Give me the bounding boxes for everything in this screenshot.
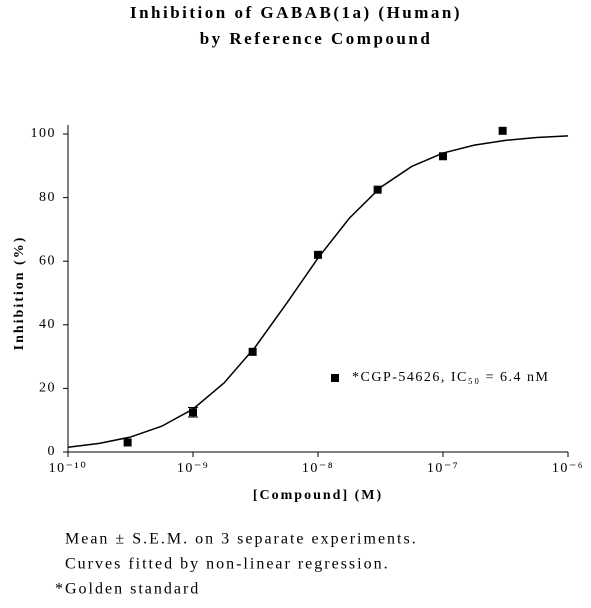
point bbox=[373, 185, 382, 194]
footnote: Mean ± S.E.M. on 3 separate experiments. bbox=[65, 531, 418, 548]
point bbox=[498, 126, 507, 135]
x-axis-title: [Compound] (M) bbox=[253, 488, 383, 503]
point bbox=[248, 347, 257, 356]
x-tick-label: 10⁻¹⁰ bbox=[49, 461, 88, 476]
y-tick-label: 60 bbox=[39, 253, 56, 268]
x-tick-label: 10⁻⁷ bbox=[427, 461, 459, 476]
fit-curve bbox=[67, 135, 569, 448]
y-tick-label: 20 bbox=[39, 381, 56, 396]
x-tick-label: 10⁻⁶ bbox=[552, 461, 584, 476]
point bbox=[439, 152, 447, 161]
y-tick-label: 40 bbox=[39, 317, 56, 332]
y-tick-label: 0 bbox=[48, 444, 57, 459]
y-axis-title: Inhibition (%) bbox=[12, 236, 27, 351]
x-tick-label: 10⁻⁹ bbox=[177, 461, 209, 476]
legend-label: *CGP-54626, IC₅₀ = 6.4 nM bbox=[352, 370, 550, 385]
chart-subtitle: by Reference Compound bbox=[200, 29, 433, 48]
footnote: *Golden standard bbox=[55, 581, 200, 598]
x-tick-label: 10⁻⁸ bbox=[302, 461, 334, 476]
point bbox=[189, 408, 197, 417]
chart-title: Inhibition of GABAB(1a) (Human) bbox=[130, 3, 462, 22]
y-tick-label: 100 bbox=[31, 126, 57, 141]
point bbox=[314, 250, 322, 259]
legend-marker bbox=[331, 374, 339, 382]
point bbox=[123, 438, 132, 447]
footnote: Curves fitted by non-linear regression. bbox=[65, 556, 390, 573]
y-tick-label: 80 bbox=[39, 190, 56, 205]
